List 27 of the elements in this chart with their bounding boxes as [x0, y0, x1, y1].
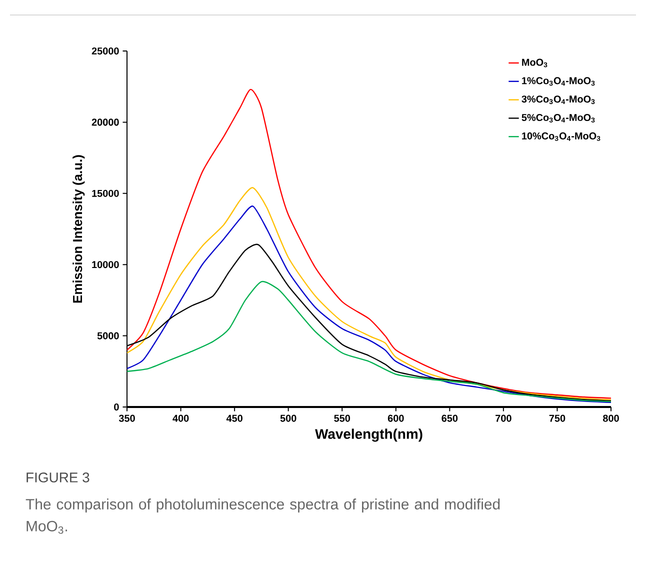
legend-label: MoO$_{3}$ [522, 58, 548, 68]
y-tick-label: 0 [114, 403, 119, 411]
text: The comparison of photoluminescence spectra of pristine and modified MoO$_{3}$. [26, 498, 500, 534]
x-axis-title: Wavelength(nm) [315, 428, 422, 442]
y-tick-label: 20000 [92, 118, 119, 126]
y-tick-label: 5000 [97, 332, 119, 340]
line-series [127, 88, 611, 399]
legend-label: 1%Co$_{3}$O$_{4}$-MoO$_{3}$ [522, 77, 595, 86]
legend-label: 3%Co$_{3}$O$_{4}$-MoO$_{3}$ [522, 96, 595, 104]
x-tick-label: 550 [334, 414, 350, 422]
x-tick-label: 600 [388, 414, 404, 422]
y-tick-label: 10000 [92, 261, 119, 268]
x-tick-label: 700 [496, 414, 512, 422]
x-tick-label: 650 [442, 414, 458, 422]
y-axis-title: Emission Intensity (a.u.) [72, 155, 85, 303]
line-series [127, 281, 611, 402]
x-tick-label: 450 [226, 414, 242, 422]
x-tick-label: 350 [118, 414, 135, 422]
legend-label: 5%Co$_{3}$O$_{4}$-MoO$_{3}$ [522, 114, 595, 123]
x-tick-label: 800 [603, 414, 619, 422]
x-tick-label: 750 [549, 414, 566, 422]
x-tick-label: 400 [172, 414, 189, 422]
y-tick-label: 15000 [92, 190, 119, 197]
x-tick-label: 500 [280, 414, 296, 422]
legend-label: 10%Co$_{3}$O$_{4}$-MoO$_{3}$ [522, 132, 600, 141]
y-tick-label: 25000 [92, 47, 119, 55]
caption: FIGURE 3 [26, 472, 90, 482]
